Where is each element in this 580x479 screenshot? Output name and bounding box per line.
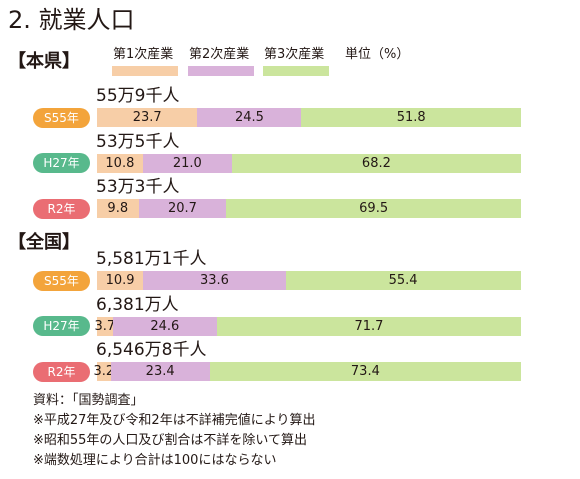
bar-segment-secondary: 23.4 xyxy=(110,362,210,381)
bar-segment-secondary: 21.0 xyxy=(142,153,232,173)
bar-segment-secondary: 24.6 xyxy=(112,316,217,336)
footnote: ※昭和55年の人口及び割合は不詳を除いて算出 xyxy=(33,433,308,448)
bar-segment-tertiary: 68.2 xyxy=(231,153,521,173)
value-label: 21.0 xyxy=(172,155,202,171)
year-badge: H27年 xyxy=(33,153,90,173)
value-label: 69.5 xyxy=(359,201,389,216)
value-label: 24.5 xyxy=(234,110,264,125)
bar-segment-primary: 3.2 xyxy=(93,362,114,381)
source-note: 資料：「国勢調査」 xyxy=(33,393,144,408)
bar-segment-tertiary: 71.7 xyxy=(216,316,521,336)
total-label: 6,546万8千人 xyxy=(96,340,207,360)
legend-label: 第1次産業 xyxy=(113,47,174,62)
bar-segment-primary: 3.7 xyxy=(94,316,116,336)
year-badge: R2年 xyxy=(33,198,90,219)
value-label: 71.7 xyxy=(354,318,384,334)
section-title-national: 【全国】 xyxy=(8,232,80,253)
value-label: 23.7 xyxy=(132,110,162,125)
value-label: 3.2 xyxy=(93,364,115,379)
value-label: 33.6 xyxy=(199,273,229,288)
legend-item-secondary: 第2次産業 xyxy=(188,46,254,76)
bar-segment-primary: 10.9 xyxy=(97,271,144,290)
bar-segment-secondary: 24.5 xyxy=(197,108,302,127)
value-label: 20.7 xyxy=(167,201,197,216)
legend-swatch xyxy=(263,66,329,76)
year-badge: H27年 xyxy=(33,316,90,336)
page-title: 2. 就業人口 xyxy=(8,6,135,34)
bar-segment-primary: 9.8 xyxy=(97,199,139,218)
year-badge: S55年 xyxy=(33,270,90,291)
bar-segment-tertiary: 69.5 xyxy=(226,199,521,218)
section-title-prefecture: 【本県】 xyxy=(8,51,80,72)
value-label: 3.7 xyxy=(94,318,116,334)
footnote: ※端数処理により合計は100にはならない xyxy=(33,453,277,468)
bar-segment-primary: 23.7 xyxy=(97,108,198,127)
total-label: 53万3千人 xyxy=(96,177,180,197)
value-label: 24.6 xyxy=(150,318,180,334)
value-label: 55.4 xyxy=(388,273,418,288)
value-label: 68.2 xyxy=(361,155,391,171)
total-label: 55万9千人 xyxy=(96,86,180,106)
footnote: ※平成27年及び令和2年は不詳補完値により算出 xyxy=(33,413,316,428)
total-label: 53万5千人 xyxy=(96,131,180,152)
bar-segment-secondary: 20.7 xyxy=(138,199,227,218)
value-label: 10.8 xyxy=(105,155,135,171)
bar-segment-tertiary: 73.4 xyxy=(209,362,521,381)
value-label: 10.9 xyxy=(105,273,135,288)
bar-segment-tertiary: 51.8 xyxy=(301,108,521,127)
legend-item-tertiary: 第3次産業 xyxy=(263,46,329,76)
value-label: 23.4 xyxy=(145,364,175,379)
total-label: 6,381万人 xyxy=(96,294,179,315)
notes: 資料：「国勢調査」 ※平成27年及び令和2年は不詳補完値により算出 ※昭和55年… xyxy=(33,391,315,471)
year-badge: S55年 xyxy=(33,107,90,128)
legend-label: 第3次産業 xyxy=(264,47,325,62)
value-label: 9.8 xyxy=(107,201,129,216)
year-badge: R2年 xyxy=(33,361,90,382)
bar-segment-primary: 10.8 xyxy=(97,153,143,173)
unit-label: 単位（%） xyxy=(345,47,410,62)
bar-segment-secondary: 33.6 xyxy=(143,271,286,290)
legend-item-primary: 第1次産業 xyxy=(112,46,178,76)
total-label: 5,581万1千人 xyxy=(96,249,207,269)
bar-segment-tertiary: 55.4 xyxy=(285,271,521,290)
value-label: 73.4 xyxy=(350,364,380,379)
legend-swatch xyxy=(188,66,254,76)
legend-label: 第2次産業 xyxy=(189,47,250,62)
value-label: 51.8 xyxy=(396,110,426,125)
legend-swatch xyxy=(112,66,178,76)
